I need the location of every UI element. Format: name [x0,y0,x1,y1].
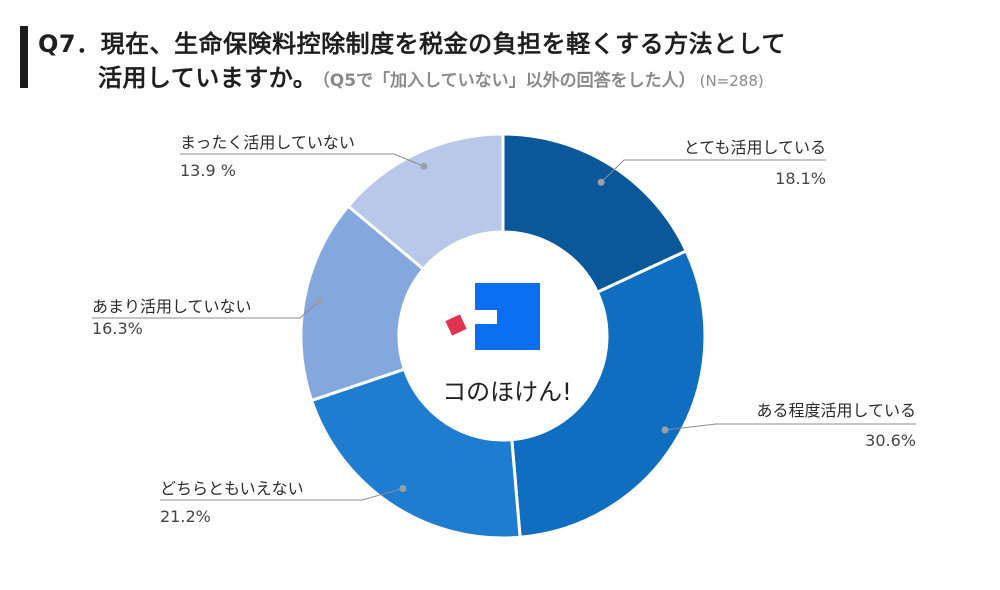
chart-subtitle-condition: （Q5で「加入していない」以外の回答をした人） [321,71,696,91]
donut-slice-4 [299,204,426,403]
leader-dot-2 [661,426,669,434]
label-leaders [92,153,916,501]
leader-line-5 [180,153,425,167]
slice-label-2: ある程度活用している [756,401,916,420]
title-accent-bar [20,26,28,88]
slice-label-3: どちらともいえない [160,479,304,498]
slice-percent-1: 18.1% [775,169,826,188]
leader-dot-4 [315,297,323,305]
chart-title-line2-main: 活用していますか。 [98,64,318,92]
logo-blue-shape [475,283,540,350]
sample-size: (N=288) [699,72,764,90]
donut-slices [299,132,707,540]
brand-name: コのほけん! [442,378,572,406]
leader-line-3 [160,488,404,501]
leader-line-4 [92,300,320,319]
leader-dot-3 [399,485,407,493]
slice-labels: とても活用している 18.1% ある程度活用している 30.6% どちらともいえない 21… [92,133,916,526]
leader-dot-1 [597,178,605,186]
slice-label-1: とても活用している [684,138,826,157]
brand-logo-icon [445,283,540,350]
donut-slice-3 [309,367,522,540]
leader-dot-5 [420,162,428,170]
slice-percent-3: 21.2% [160,507,211,526]
leader-line-2 [664,423,916,431]
leader-line-1 [600,159,826,183]
chart-title-line1: Q7．現在、生命保険料控除制度を税金の負担を軽くする方法として [38,30,786,58]
donut-slice-2 [510,248,707,539]
slice-label-4: あまり活用していない [92,297,252,316]
slice-percent-5: 13.9 % [180,161,236,180]
slice-percent-4: 16.3% [92,319,143,338]
slice-label-5: まったく活用していない [180,133,355,152]
logo-red-diamond [445,314,467,336]
donut-slice-5 [346,132,505,272]
slice-percent-2: 30.6% [865,431,916,450]
donut-slice-1 [501,132,689,295]
chart-title-line2: 活用していますか。 （Q5で「加入していない」以外の回答をした人） (N=288) [98,58,764,93]
